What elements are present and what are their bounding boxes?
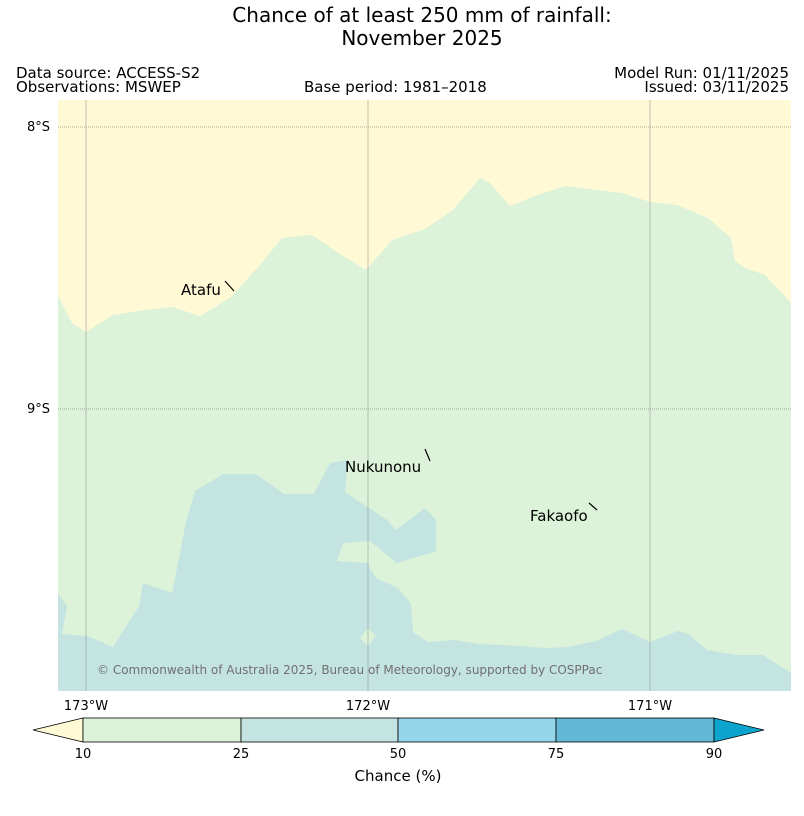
data-source: Data source: ACCESS-S2 (16, 64, 201, 82)
place-label-fakaofo: Fakaofo (530, 507, 588, 525)
colorbar-extend-below-10 (32, 717, 84, 743)
colorbar-tick-25: 25 (233, 747, 250, 762)
observations: Observations: MSWEP (16, 78, 181, 96)
nukunonu-marker (424, 448, 431, 462)
lon-label-173W: 173°W (64, 699, 108, 714)
lon-label-171W: 171°W (628, 699, 672, 714)
fakaofo-marker (588, 502, 598, 511)
colorbar-tick-90: 90 (706, 747, 723, 762)
issued-date: Issued: 03/11/2025 (644, 78, 789, 96)
colorbar-bin-10-25 (82, 717, 242, 743)
colorbar-extend-above-90 (713, 717, 765, 743)
lat-label-9S: 9°S (27, 402, 50, 417)
map-title-line-1: Chance of at least 250 mm of rainfall: (232, 3, 612, 27)
lon-label-172W: 172°W (346, 699, 390, 714)
atafu-marker (224, 280, 235, 292)
map-title-line-2: November 2025 (341, 26, 503, 50)
base-period: Base period: 1981–2018 (304, 78, 487, 96)
model-run: Model Run: 01/11/2025 (614, 64, 789, 82)
colorbar-bin-75-90 (555, 717, 715, 743)
colorbar-tick-50: 50 (390, 747, 407, 762)
colorbar-label: Chance (%) (355, 767, 442, 785)
colorbar-bin-25-50 (240, 717, 399, 743)
region-25-50-percent (58, 460, 791, 691)
map-plot-area: Atafu Nukunonu Fakaofo © Commonwealth of… (58, 100, 791, 691)
colorbar-tick-75: 75 (548, 747, 565, 762)
place-label-nukunonu: Nukunonu (345, 458, 421, 476)
place-label-atafu: Atafu (181, 281, 221, 299)
colorbar-tick-10: 10 (75, 747, 92, 762)
region-25-50-islet-2 (475, 518, 486, 527)
copyright-notice: © Commonwealth of Australia 2025, Bureau… (97, 663, 602, 677)
lat-label-8S: 8°S (27, 120, 50, 135)
colorbar: 10 25 50 75 90 Chance (%) (32, 717, 765, 785)
colorbar-bin-50-75 (397, 717, 557, 743)
